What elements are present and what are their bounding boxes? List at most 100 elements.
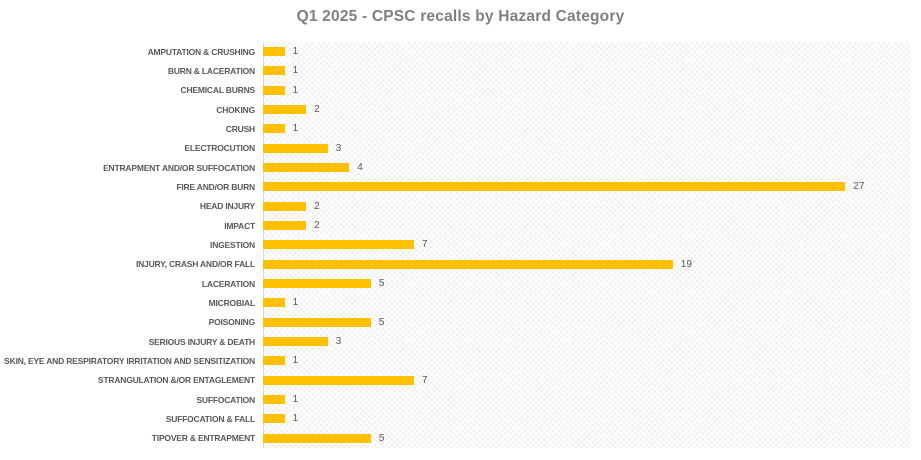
value-label: 1 bbox=[292, 46, 299, 58]
category-label: SKIN, EYE AND RESPIRATORY IRRITATION AND… bbox=[4, 355, 255, 366]
category-label: HEAD INJURY bbox=[199, 201, 255, 212]
bar-area: 1 bbox=[263, 390, 910, 409]
bar bbox=[263, 85, 285, 95]
category-label: IMPACT bbox=[224, 220, 255, 231]
bar-row: IMPACT 2 bbox=[0, 216, 921, 235]
category-label: CRUSH bbox=[225, 123, 255, 134]
category-label: AMPUTATION & CRUSHING bbox=[147, 46, 256, 57]
bar-row: SERIOUS INJURY & DEATH 3 bbox=[0, 332, 921, 351]
value-label: 1 bbox=[292, 297, 299, 309]
bar-row: SUFFOCATION 1 bbox=[0, 390, 921, 409]
bar bbox=[263, 259, 673, 269]
bar bbox=[263, 221, 307, 231]
value-label: 1 bbox=[292, 394, 299, 406]
bar-area: 2 bbox=[263, 216, 910, 235]
category-label: FIRE AND/OR BURN bbox=[176, 181, 255, 192]
bar-area: 1 bbox=[263, 351, 910, 370]
category-label: SUFFOCATION bbox=[196, 394, 255, 405]
bar bbox=[263, 47, 285, 57]
category-label: SUFFOCATION & FALL bbox=[165, 413, 255, 424]
bar bbox=[263, 414, 285, 424]
bar-area: 5 bbox=[263, 274, 910, 293]
bar-area: 1 bbox=[263, 61, 910, 80]
value-label: 1 bbox=[292, 413, 299, 425]
value-label: 2 bbox=[314, 104, 320, 116]
bar-area: 7 bbox=[263, 235, 910, 254]
bar bbox=[263, 337, 328, 347]
bar-area: 1 bbox=[263, 293, 910, 312]
bar bbox=[263, 317, 371, 327]
category-label: TIPOVER & ENTRAPMENT bbox=[151, 433, 255, 444]
bar-area: 1 bbox=[263, 119, 910, 138]
value-label: 19 bbox=[680, 258, 692, 270]
value-label: 5 bbox=[378, 432, 385, 444]
bar-area: 2 bbox=[263, 100, 910, 119]
value-label: 3 bbox=[335, 336, 342, 348]
value-label: 5 bbox=[378, 278, 385, 290]
category-label: STRANGULATION &/OR ENTAGLEMENT bbox=[97, 375, 255, 386]
category-label: BURN & LACERATION bbox=[167, 65, 255, 76]
category-label: INGESTION bbox=[210, 239, 255, 250]
bar-row: CHEMICAL BURNS 1 bbox=[0, 81, 921, 100]
bar bbox=[263, 356, 285, 366]
bar-row: POISONING 5 bbox=[0, 313, 921, 332]
value-label: 27 bbox=[853, 181, 865, 193]
bar bbox=[263, 143, 328, 153]
value-label: 4 bbox=[357, 162, 363, 174]
bar-row: AMPUTATION & CRUSHING 1 bbox=[0, 42, 921, 61]
category-label: CHEMICAL BURNS bbox=[180, 85, 256, 96]
bar bbox=[263, 279, 371, 289]
category-label: CHOKING bbox=[216, 104, 255, 115]
category-label: SERIOUS INJURY & DEATH bbox=[148, 336, 256, 347]
bar-row: CRUSH 1 bbox=[0, 119, 921, 138]
bar-rows-container: AMPUTATION & CRUSHING 1 BURN & LACERATION 1… bbox=[0, 42, 921, 448]
bar bbox=[263, 182, 846, 192]
bar-area: 27 bbox=[263, 177, 910, 196]
bar-area: 1 bbox=[263, 42, 910, 61]
bar-row: SKIN, EYE AND RESPIRATORY IRRITATION AND… bbox=[0, 351, 921, 370]
bar-area: 7 bbox=[263, 371, 910, 390]
value-label: 1 bbox=[292, 355, 299, 367]
category-label: POISONING bbox=[208, 317, 256, 328]
bar-area: 1 bbox=[263, 81, 910, 100]
value-label: 7 bbox=[421, 239, 428, 251]
bar-row: HEAD INJURY 2 bbox=[0, 197, 921, 216]
value-label: 1 bbox=[292, 84, 299, 96]
bar bbox=[263, 201, 307, 211]
value-label: 7 bbox=[421, 374, 428, 386]
value-label: 2 bbox=[314, 200, 320, 212]
bar bbox=[263, 240, 414, 250]
bar bbox=[263, 433, 371, 443]
bar-area: 4 bbox=[263, 158, 910, 177]
bar-row: STRANGULATION &/OR ENTAGLEMENT 7 bbox=[0, 371, 921, 390]
value-label: 2 bbox=[314, 220, 320, 232]
bar bbox=[263, 298, 285, 308]
bar-area: 5 bbox=[263, 313, 910, 332]
chart-title: Q1 2025 - CPSC recalls by Hazard Categor… bbox=[296, 8, 625, 25]
bar-area: 5 bbox=[263, 429, 910, 448]
value-label: 1 bbox=[292, 65, 299, 77]
bar-area: 3 bbox=[263, 332, 910, 351]
category-label: ENTRAPMENT AND/OR SUFFOCATION bbox=[103, 162, 255, 173]
category-label: LACERATION bbox=[201, 278, 255, 289]
bar-row: MICROBIAL 1 bbox=[0, 293, 921, 312]
category-label: ELECTROCUTION bbox=[184, 143, 255, 154]
bar-row: ENTRAPMENT AND/OR SUFFOCATION 4 bbox=[0, 158, 921, 177]
bar-row: INJURY, CRASH AND/OR FALL 19 bbox=[0, 255, 921, 274]
bar bbox=[263, 124, 285, 134]
bar bbox=[263, 105, 307, 115]
bar-row: SUFFOCATION & FALL 1 bbox=[0, 409, 921, 428]
bar bbox=[263, 395, 285, 405]
bar-row: ELECTROCUTION 3 bbox=[0, 139, 921, 158]
value-label: 1 bbox=[292, 123, 299, 135]
value-label: 3 bbox=[335, 142, 342, 154]
bar bbox=[263, 66, 285, 76]
bar-area: 1 bbox=[263, 409, 910, 428]
bar-row: CHOKING 2 bbox=[0, 100, 921, 119]
bar-row: TIPOVER & ENTRAPMENT 5 bbox=[0, 429, 921, 448]
bar bbox=[263, 163, 350, 173]
value-label: 5 bbox=[378, 316, 385, 328]
bar-area: 3 bbox=[263, 139, 910, 158]
bar-area: 2 bbox=[263, 197, 910, 216]
